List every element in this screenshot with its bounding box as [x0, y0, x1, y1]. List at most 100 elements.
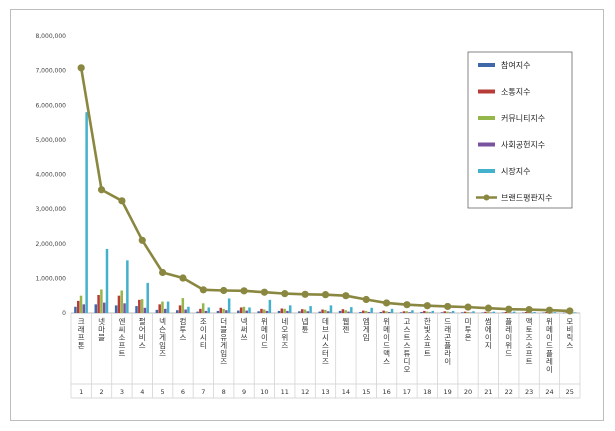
category-rank: 1 [79, 388, 83, 396]
y-tick-label: 5,000,000 [35, 137, 66, 144]
bar-3 [324, 309, 327, 313]
bar-3 [466, 311, 470, 313]
bar-2 [97, 294, 100, 313]
y-tick-label: 8,000,000 [35, 33, 66, 40]
bar-3 [283, 308, 286, 313]
bar-2 [138, 299, 141, 313]
bar-2 [382, 310, 385, 313]
bar-4 [387, 311, 391, 313]
bar-5 [492, 311, 496, 313]
bar-3 [425, 311, 429, 313]
bar-5 [85, 112, 88, 313]
legend-label: 브랜드평판지수 [501, 193, 553, 203]
bar-4 [225, 310, 228, 313]
bar-1 [94, 304, 98, 313]
bar-2 [199, 308, 202, 313]
bar-4 [469, 312, 472, 313]
brand-index-point [240, 287, 248, 295]
bar-1 [237, 310, 240, 313]
y-tick-label: 0 [62, 310, 66, 317]
bar-3 [364, 310, 368, 313]
bar-5 [146, 282, 149, 313]
category-rank: 2 [99, 388, 103, 396]
bar-1 [522, 312, 525, 313]
bar-4 [326, 311, 330, 313]
bar-2 [524, 311, 528, 313]
bar-1 [338, 310, 342, 313]
bar-1 [318, 311, 321, 313]
category-rank: 3 [120, 388, 124, 396]
legend-swatch [478, 142, 495, 147]
bar-4 [102, 302, 106, 313]
brand-index-point [566, 307, 574, 315]
bar-4 [530, 312, 533, 314]
bar-3 [263, 309, 266, 313]
category-rank: 15 [362, 388, 370, 396]
brand-index-point [179, 274, 187, 282]
bar-3 [242, 306, 246, 313]
y-tick-label: 3,000,000 [35, 206, 66, 213]
brand-index-point [199, 286, 207, 294]
bar-2 [300, 309, 304, 313]
bar-1 [74, 306, 77, 313]
category-rank: 16 [382, 388, 390, 396]
bar-5 [411, 310, 414, 313]
bar-4 [489, 312, 493, 313]
brand-index-point [444, 302, 452, 311]
bar-4 [428, 312, 432, 313]
bar-5 [126, 260, 129, 313]
category-rank: 5 [161, 388, 165, 396]
bar-3 [405, 311, 409, 313]
bar-4 [245, 310, 248, 313]
bar-4 [123, 303, 126, 313]
bar-4 [82, 304, 86, 313]
brand-index-point [423, 302, 431, 310]
category-rank: 20 [464, 388, 472, 396]
category-rank: 7 [201, 388, 205, 396]
bar-1 [216, 310, 220, 313]
bar-5 [370, 307, 373, 313]
legend-swatch [478, 116, 495, 120]
bar-5 [329, 305, 333, 313]
bar-2 [219, 307, 222, 313]
legend-swatch [478, 169, 495, 173]
bar-3 [486, 311, 490, 313]
bar-5 [207, 307, 211, 313]
bar-4 [143, 307, 147, 313]
bar-3 [120, 290, 123, 313]
bar-1 [277, 310, 281, 313]
brand-index-point [464, 303, 472, 311]
bar-2 [158, 304, 161, 313]
category-rank: 8 [222, 388, 226, 396]
brand-index-point [342, 292, 350, 300]
brand-index-point [281, 290, 289, 298]
bar-5 [187, 306, 190, 313]
bar-1 [399, 312, 403, 313]
bar-1 [562, 312, 566, 314]
bar-4 [367, 311, 371, 313]
bar-2 [484, 311, 487, 313]
bar-1 [481, 312, 484, 313]
y-tick-label: 6,000,000 [35, 102, 66, 109]
bar-4 [204, 310, 208, 313]
bar-4 [449, 312, 452, 313]
bar-1 [196, 311, 199, 313]
bar-4 [408, 312, 411, 313]
brand-index-point [118, 197, 126, 205]
bar-2 [362, 310, 365, 313]
bar-3 [140, 299, 144, 313]
bar-1 [135, 306, 138, 313]
bar-1 [379, 311, 383, 313]
bar-1 [440, 312, 444, 313]
bar-2 [341, 309, 345, 313]
